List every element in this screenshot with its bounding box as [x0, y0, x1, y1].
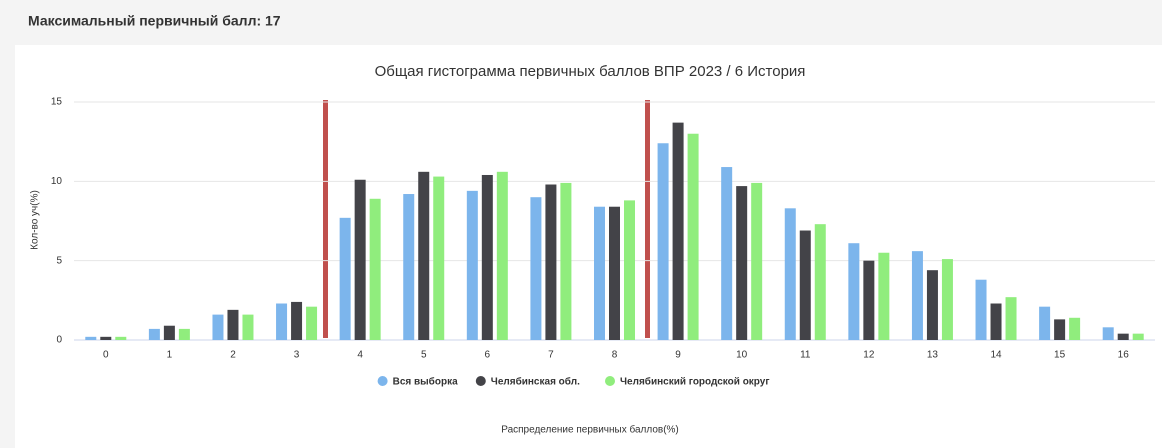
x-tick-label: 10 [736, 350, 748, 361]
bar [100, 336, 112, 340]
chart-title: Общая гистограмма первичных баллов ВПР 2… [375, 63, 806, 80]
y-tick-label: 0 [56, 335, 62, 346]
bar [85, 336, 97, 340]
x-tick-label: 6 [485, 350, 491, 361]
x-tick-label: 14 [990, 350, 1002, 361]
x-axis-title: Распределение первичных баллов(%) [501, 424, 679, 436]
threshold-line [645, 100, 650, 338]
bar [163, 325, 175, 340]
bar [339, 217, 351, 340]
x-tick-label: 1 [167, 350, 173, 361]
bar [687, 133, 699, 340]
legend-marker [377, 376, 388, 386]
bar [227, 309, 239, 340]
bar [1005, 297, 1017, 340]
bar [306, 306, 318, 340]
bar [1039, 306, 1051, 340]
bar [799, 230, 811, 340]
bar [594, 206, 605, 340]
x-tick-label: 15 [1054, 350, 1066, 361]
bar [657, 143, 669, 340]
chart-panel [15, 45, 1162, 448]
bar [560, 182, 572, 340]
bar [433, 176, 445, 340]
y-tick-label: 10 [51, 176, 63, 187]
bar [721, 167, 733, 340]
x-tick-label: 9 [675, 350, 681, 361]
bar [1102, 327, 1114, 340]
legend-label: Челябинская обл. [491, 376, 580, 388]
x-tick-label: 4 [357, 350, 363, 361]
bar [736, 186, 748, 340]
x-tick-label: 2 [230, 350, 236, 361]
bar [672, 122, 684, 340]
bar [848, 243, 860, 340]
bar [1117, 333, 1129, 340]
bar [545, 184, 557, 340]
bar [941, 259, 953, 340]
bar [1054, 319, 1066, 340]
bar [291, 301, 303, 340]
bar [863, 260, 875, 340]
x-tick-label: 5 [421, 350, 427, 361]
x-tick-label: 11 [800, 350, 811, 361]
bar [212, 314, 224, 340]
y-tick-label: 15 [51, 97, 63, 108]
x-tick-label: 12 [863, 350, 875, 361]
x-tick-label: 3 [294, 350, 300, 361]
legend-label: Челябинский городской округ [620, 376, 770, 388]
threshold-line [323, 100, 328, 338]
bar [990, 303, 1002, 340]
bar [1069, 317, 1081, 340]
bar [418, 171, 430, 340]
bar [481, 174, 493, 340]
bar [276, 303, 288, 340]
x-tick-label: 16 [1118, 350, 1130, 361]
x-tick-label: 8 [612, 350, 618, 361]
bar [926, 270, 938, 340]
legend-label: Вся выборка [393, 376, 458, 388]
bar [624, 200, 635, 340]
bar [466, 190, 478, 340]
bar [148, 328, 160, 340]
bar [609, 206, 620, 340]
legend-marker [605, 376, 615, 386]
bar [369, 198, 381, 340]
bar [115, 336, 127, 340]
bar [784, 208, 796, 340]
y-axis-title: Кол-во уч(%) [30, 190, 41, 250]
bar [814, 224, 826, 340]
bar [975, 279, 987, 340]
y-tick-label: 5 [56, 255, 62, 266]
x-tick-label: 7 [548, 350, 554, 361]
bar [496, 171, 508, 340]
bar [1132, 333, 1144, 340]
bar [878, 252, 890, 340]
bar [530, 197, 542, 340]
legend-marker [475, 376, 486, 386]
bar [751, 182, 763, 340]
bar [242, 314, 254, 340]
bar [178, 328, 190, 340]
x-tick-label: 13 [927, 350, 939, 361]
x-tick-label: 0 [103, 350, 109, 361]
bar [403, 194, 415, 340]
bar [911, 251, 923, 340]
header-title: Максимальный первичный балл: 17 [28, 13, 281, 29]
bar [354, 179, 366, 340]
